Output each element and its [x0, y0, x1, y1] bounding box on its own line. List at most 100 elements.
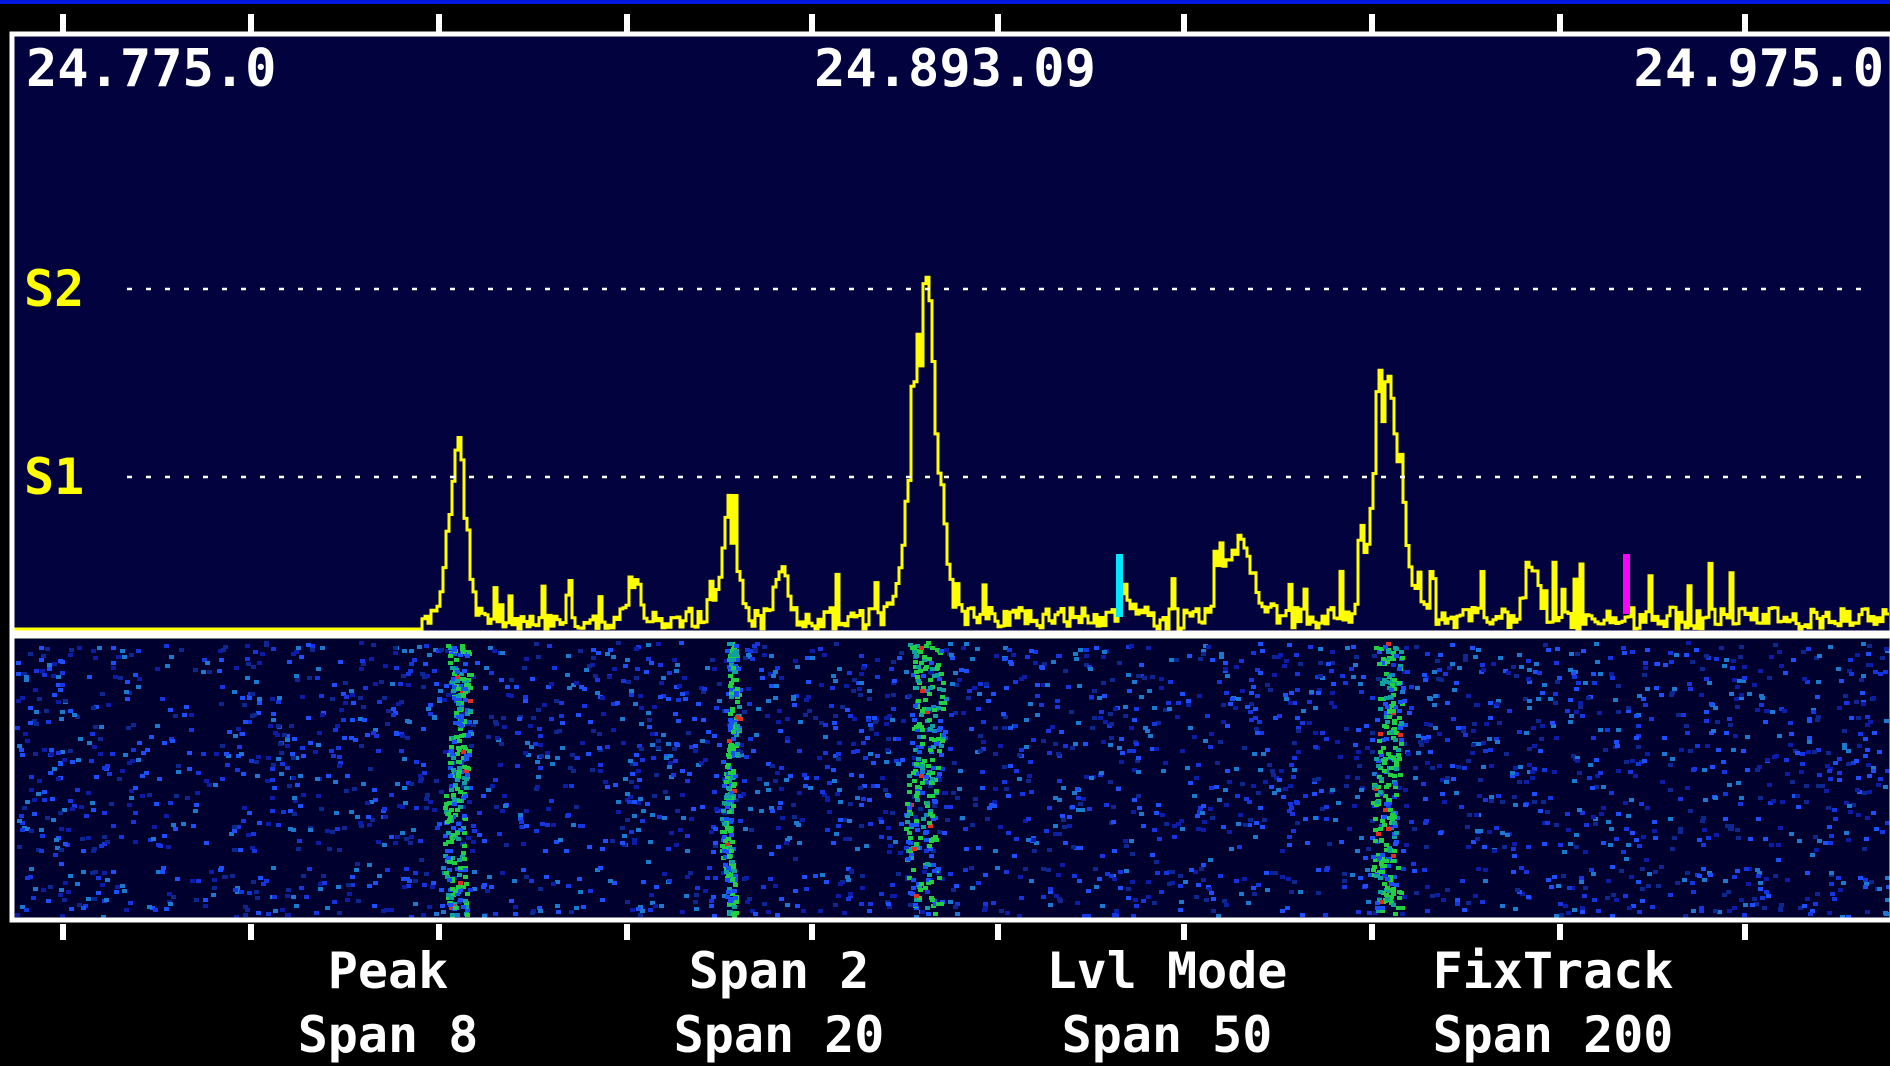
waterfall-dot	[113, 675, 118, 679]
waterfall-dot	[549, 717, 554, 721]
waterfall-dot	[806, 680, 811, 684]
waterfall-dot	[891, 660, 896, 664]
waterfall-dot	[1349, 667, 1354, 671]
waterfall-dot	[191, 824, 196, 828]
waterfall-dot	[1058, 899, 1063, 903]
waterfall-dot	[838, 800, 843, 804]
waterfall-dot	[770, 809, 775, 813]
button-label[interactable]: Span 20	[674, 1006, 885, 1064]
waterfall-signal	[734, 644, 739, 648]
button-label[interactable]: Span 200	[1433, 1006, 1674, 1064]
waterfall-dot	[1653, 836, 1658, 840]
waterfall-dot	[773, 779, 778, 783]
waterfall-dot	[1543, 643, 1548, 647]
waterfall-dot	[1055, 699, 1060, 703]
waterfall-dot	[1707, 681, 1712, 685]
button-label[interactable]: Lvl Mode	[1047, 942, 1288, 1000]
waterfall-dot	[754, 733, 759, 737]
waterfall-signal	[457, 707, 462, 711]
waterfall-dot	[469, 744, 474, 748]
waterfall-dot	[204, 841, 209, 845]
button-label[interactable]: FixTrack	[1433, 942, 1674, 1000]
waterfall-dot	[1462, 766, 1467, 770]
button-label[interactable]: Span 2	[689, 942, 870, 1000]
waterfall-dot	[669, 831, 674, 835]
waterfall-dot	[762, 653, 767, 657]
waterfall-dot	[804, 698, 809, 702]
waterfall-dot	[1313, 745, 1318, 749]
waterfall-dot	[1837, 706, 1842, 710]
waterfall-dot	[1254, 727, 1259, 731]
waterfall-signal	[919, 661, 924, 665]
waterfall-dot	[425, 793, 430, 797]
waterfall-dot	[1242, 746, 1247, 750]
waterfall-dot	[271, 866, 276, 870]
waterfall-signal	[1382, 864, 1387, 868]
waterfall-signal	[916, 757, 921, 761]
waterfall-dot	[896, 762, 901, 766]
waterfall-dot	[1565, 812, 1570, 816]
waterfall-dot	[1223, 667, 1228, 671]
waterfall-signal	[452, 861, 457, 865]
waterfall-dot	[1494, 826, 1499, 830]
waterfall-dot	[769, 654, 774, 658]
waterfall-dot	[1223, 788, 1228, 792]
waterfall-signal	[463, 868, 468, 872]
waterfall-dot	[20, 753, 25, 757]
waterfall-dot	[1530, 770, 1535, 774]
waterfall-dot	[96, 876, 101, 880]
waterfall-dot	[955, 796, 960, 800]
waterfall-dot	[1035, 694, 1040, 698]
waterfall-dot	[1483, 749, 1488, 753]
waterfall-dot	[1534, 662, 1539, 666]
waterfall-dot	[1359, 788, 1364, 792]
waterfall-dot	[59, 827, 64, 831]
waterfall-dot	[886, 902, 891, 906]
waterfall-dot	[1470, 751, 1475, 755]
waterfall-dot	[252, 849, 257, 853]
button-label[interactable]: Span 8	[298, 1006, 479, 1064]
waterfall-dot	[294, 650, 299, 654]
waterfall-dot	[1101, 655, 1106, 659]
waterfall-dot	[241, 819, 246, 823]
waterfall-dot	[1554, 914, 1559, 918]
button-label[interactable]: Peak	[328, 942, 448, 1000]
waterfall-dot	[171, 895, 176, 899]
waterfall-dot	[1630, 650, 1635, 654]
waterfall-dot	[1610, 865, 1615, 869]
waterfall-dot	[1795, 794, 1800, 798]
waterfall-dot	[1824, 789, 1829, 793]
waterfall-dot	[1773, 643, 1778, 647]
waterfall-dot	[746, 687, 751, 691]
waterfall-dot	[973, 803, 978, 807]
waterfall-signal	[921, 817, 926, 821]
waterfall-dot	[421, 763, 426, 767]
waterfall-dot	[776, 720, 781, 724]
waterfall-dot	[1841, 881, 1846, 885]
waterfall-dot	[530, 911, 535, 915]
waterfall-dot	[680, 793, 685, 797]
waterfall-dot	[28, 721, 33, 725]
waterfall-dot	[1174, 658, 1179, 662]
waterfall-dot	[1209, 786, 1214, 790]
waterfall-signal	[467, 720, 472, 724]
waterfall-dot	[89, 759, 94, 763]
waterfall-signal	[914, 762, 919, 766]
waterfall-dot	[810, 649, 815, 653]
waterfall-dot	[1483, 798, 1488, 802]
waterfall-dot	[307, 676, 312, 680]
button-label[interactable]: Span 50	[1062, 1006, 1273, 1064]
waterfall-dot	[1059, 730, 1064, 734]
waterfall-dot	[196, 879, 201, 883]
waterfall-dot	[1579, 880, 1584, 884]
waterfall-dot	[1172, 835, 1177, 839]
waterfall-dot	[575, 756, 580, 760]
waterfall-dot	[439, 888, 444, 892]
waterfall-dot	[1053, 824, 1058, 828]
waterfall-signal	[930, 646, 935, 650]
waterfall-dot	[1109, 722, 1114, 726]
waterfall-dot	[620, 717, 625, 721]
waterfall-dot	[201, 670, 206, 674]
waterfall-dot	[1354, 655, 1359, 659]
waterfall-signal	[918, 669, 923, 673]
